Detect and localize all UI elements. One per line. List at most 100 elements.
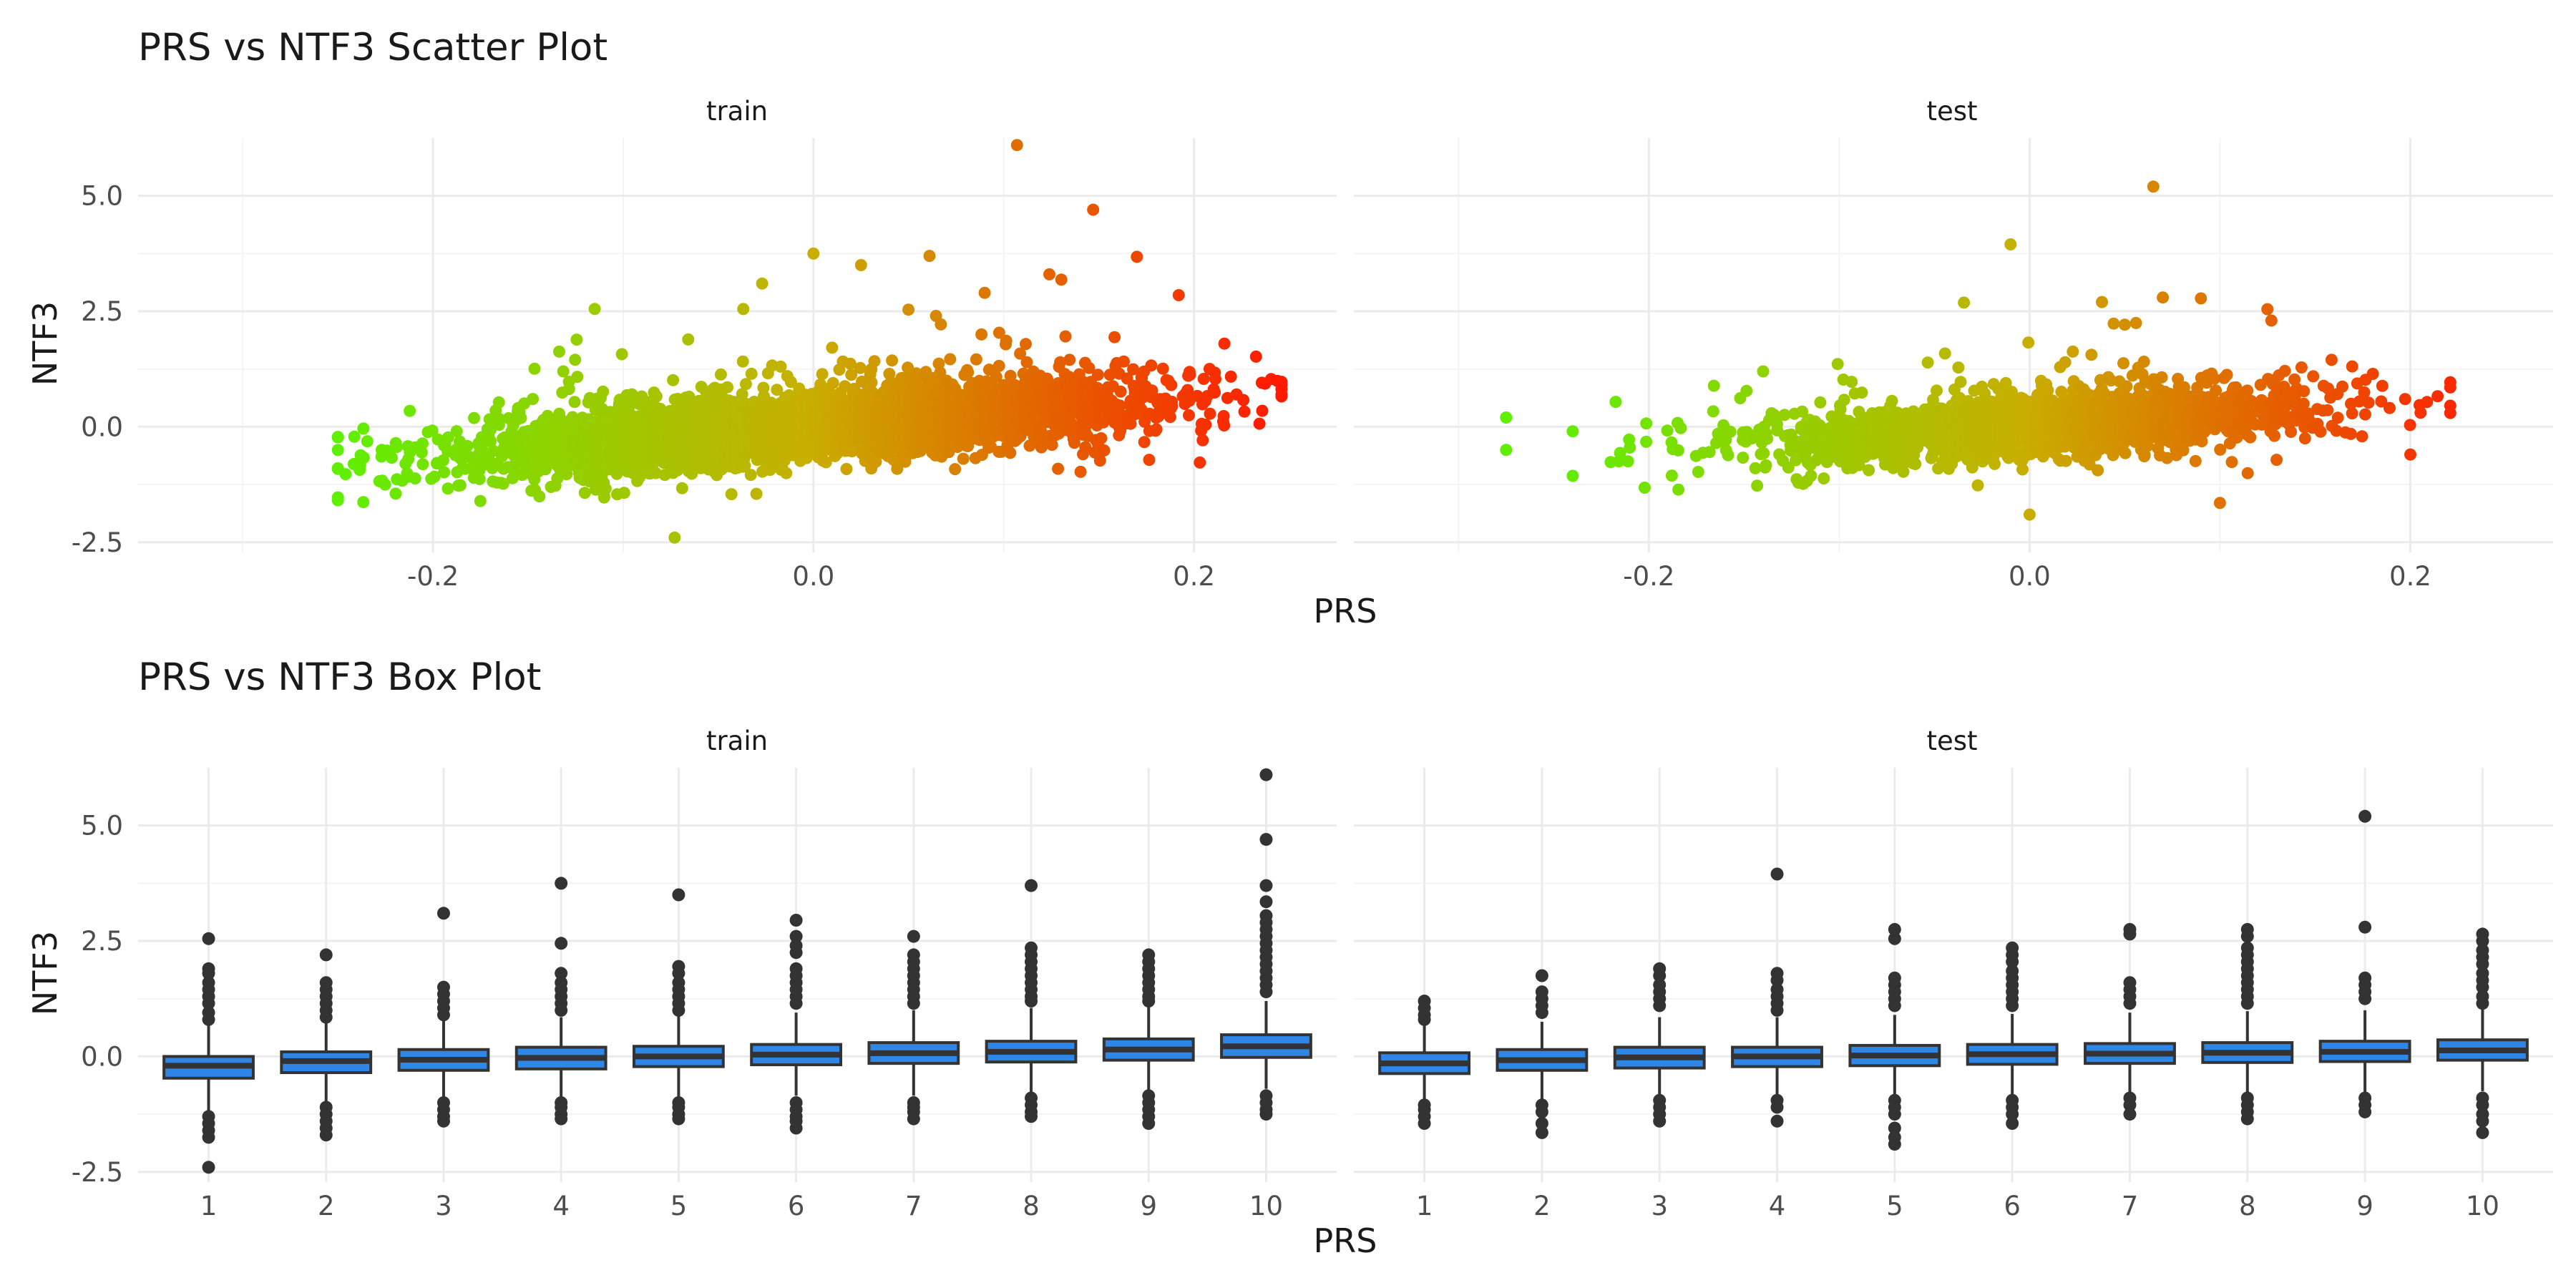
scatter-point: [1751, 479, 1764, 492]
scatter-point: [807, 247, 820, 260]
scatter-point: [1010, 139, 1023, 152]
scatter-point: [497, 477, 509, 490]
scatter-point: [1209, 386, 1221, 399]
scatter-point: [597, 385, 610, 398]
scatter-point: [1566, 425, 1579, 438]
scatter-point: [1204, 407, 1216, 420]
scatter-point: [1218, 337, 1231, 350]
scatter-point: [682, 333, 695, 346]
scatter-point: [1238, 405, 1251, 418]
scatter-point: [379, 478, 391, 491]
scatter-point: [744, 469, 757, 482]
x-tick-label: 0.0: [2009, 561, 2051, 592]
scatter-point: [739, 378, 752, 391]
scatter-point: [428, 470, 441, 483]
scatter-point: [1989, 457, 2001, 470]
scatter-point: [1885, 394, 1898, 407]
scatter-point: [1724, 425, 1737, 438]
scatter-point: [1194, 456, 1206, 469]
scatter-point: [473, 472, 486, 485]
scatter-point: [780, 467, 793, 479]
scatter-point: [1074, 465, 1087, 478]
x-tick-label: -0.2: [1623, 561, 1674, 592]
scatter-point: [1737, 452, 1750, 464]
scatter-point: [1098, 444, 1111, 457]
scatter-point: [1087, 203, 1100, 216]
scatter-point: [1095, 432, 1108, 444]
scatter-point: [361, 435, 374, 448]
scatter-point: [1958, 296, 1971, 309]
scatter-point: [331, 491, 344, 504]
scatter-point: [1805, 469, 1818, 482]
scatter-point: [357, 452, 370, 464]
scatter-point: [1818, 472, 1830, 485]
scatter-point: [1831, 358, 1844, 371]
scatter-point: [1043, 268, 1055, 280]
scatter-plot-title: PRS vs NTF3 Scatter Plot: [138, 26, 608, 69]
scatter-point: [1638, 482, 1651, 494]
scatter-point: [1621, 455, 1634, 468]
scatter-point: [1172, 289, 1185, 301]
scatter-point: [409, 472, 421, 485]
scatter-point: [1740, 384, 1753, 397]
scatter-point: [944, 353, 957, 366]
scatter-point: [868, 355, 881, 368]
scatter-point: [1624, 441, 1636, 454]
scatter-point: [1114, 385, 1127, 398]
scatter-point: [474, 494, 487, 507]
scatter-point: [557, 365, 570, 378]
scatter-point: [650, 467, 662, 479]
scatter-point: [771, 384, 784, 396]
scatter-point: [1063, 353, 1076, 366]
scatter-point: [738, 459, 751, 472]
scatter-point: [1275, 388, 1288, 401]
scatter-plot: PRS vs NTF3 Scatter Plot train test NTF3…: [26, 26, 2553, 630]
scatter-point: [668, 531, 681, 544]
scatter-point: [1165, 379, 1178, 391]
scatter-point: [957, 452, 970, 465]
scatter-point: [1145, 359, 1158, 372]
scatter-point: [461, 439, 474, 452]
scatter-point: [468, 411, 480, 424]
scatter-point: [1921, 356, 1934, 369]
scatter-point: [484, 435, 497, 448]
x-tick-label: 0.0: [792, 561, 834, 592]
scatter-point: [745, 367, 758, 380]
scatter-point: [1000, 334, 1013, 347]
scatter-point: [331, 431, 344, 444]
scatter-point: [1665, 469, 1678, 482]
scatter-point: [1674, 421, 1687, 434]
scatter-point: [584, 468, 597, 481]
scatter-point: [348, 430, 361, 443]
scatter-point: [386, 452, 398, 464]
scatter-point: [826, 376, 839, 389]
scatter-point: [331, 444, 344, 457]
scatter-point: [1707, 405, 1719, 418]
scatter-point: [404, 404, 416, 417]
scatter-point: [970, 353, 982, 366]
scatter-point: [1952, 361, 1965, 374]
scatter-point: [571, 371, 584, 384]
scatter-point: [725, 488, 738, 501]
scatter-point: [1640, 417, 1653, 430]
scatter-point: [1761, 432, 1774, 445]
scatter-point: [1052, 462, 1065, 475]
scatter-point: [1183, 409, 1195, 421]
scatter-point: [1253, 417, 1266, 430]
scatter-point: [1566, 469, 1579, 482]
scatter-point: [1118, 355, 1130, 368]
scatter-point: [1143, 454, 1156, 467]
scatter-point: [1954, 376, 1967, 389]
scatter-point: [736, 355, 749, 368]
scatter-point: [886, 354, 899, 367]
scatter-point: [756, 277, 769, 290]
scatter-point: [1707, 379, 1720, 392]
scatter-point: [750, 487, 763, 500]
y-tick-label: 0.0: [81, 411, 123, 442]
scatter-point: [357, 422, 370, 435]
x-tick-label: 0.2: [1173, 561, 1215, 592]
y-tick-label: 2.5: [81, 296, 123, 327]
scatter-point: [527, 393, 540, 406]
scatter-point: [568, 396, 581, 409]
